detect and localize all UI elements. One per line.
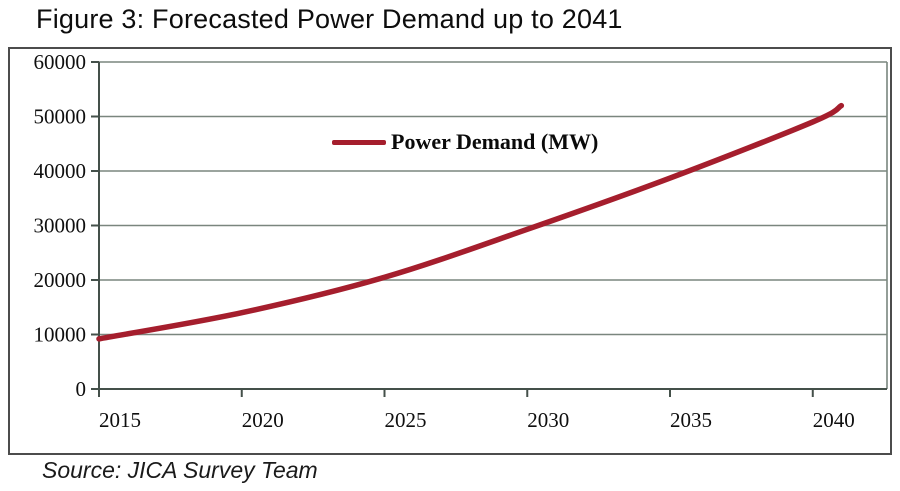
x-tick-label: 2025 — [385, 408, 427, 432]
figure-title: Figure 3: Forecasted Power Demand up to … — [36, 4, 623, 34]
y-tick-label: 20000 — [34, 268, 87, 292]
x-tick-label: 2030 — [527, 408, 569, 432]
y-tick-label: 60000 — [34, 50, 87, 74]
source-note: Source: JICA Survey Team — [42, 457, 318, 483]
chart-frame: 0 10000 20000 30000 40000 50000 60000 2015 2020 2… — [8, 47, 892, 455]
y-tick-label: 10000 — [34, 323, 87, 347]
power-demand-curve — [96, 102, 845, 342]
legend-line-swatch — [332, 139, 386, 145]
chart-legend: Power Demand (MW) — [332, 129, 598, 155]
legend-label: Power Demand (MW) — [391, 129, 599, 154]
y-tick-label: 30000 — [34, 214, 87, 238]
chart-svg: 0 10000 20000 30000 40000 50000 60000 2015 2020 2… — [34, 50, 888, 432]
y-tick-label: 50000 — [34, 105, 87, 129]
y-tick-label: 0 — [76, 377, 87, 401]
x-tick-label: 2040 — [813, 408, 855, 432]
x-tick-label: 2020 — [242, 408, 284, 432]
x-tick-label: 2035 — [670, 408, 712, 432]
x-tick-label: 2015 — [99, 408, 141, 432]
y-tick-label: 40000 — [34, 159, 87, 183]
